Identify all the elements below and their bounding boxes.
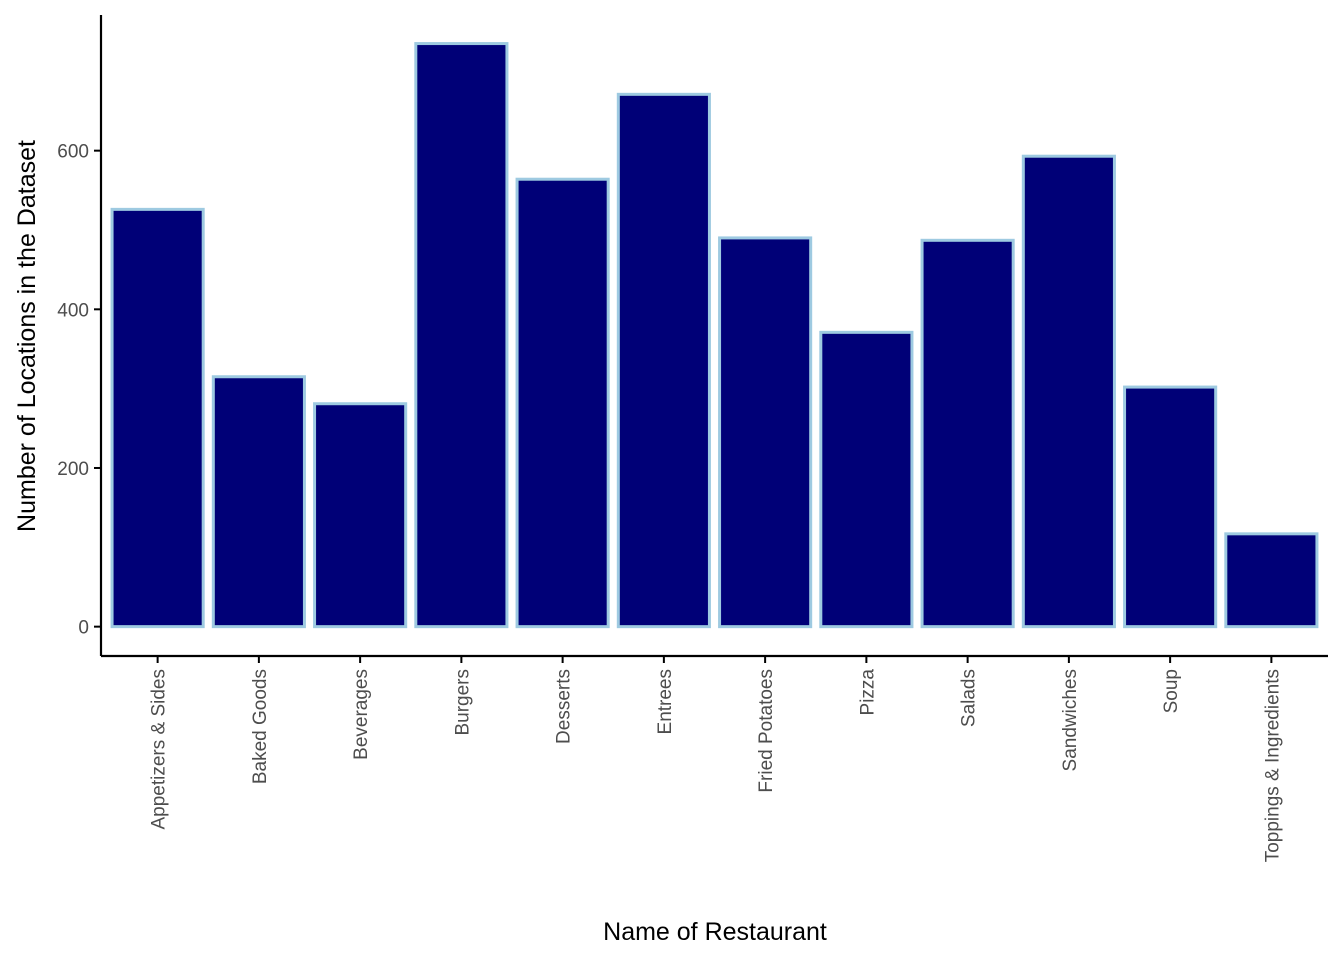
bar-burgers	[414, 42, 509, 629]
bar-pizza	[819, 330, 914, 629]
x-tick-label: Fried Potatoes	[756, 669, 777, 793]
x-tick-label: Baked Goods	[250, 669, 271, 784]
x-tick-label: Beverages	[351, 669, 372, 760]
y-axis-title: Number of Locations in the Dataset	[13, 140, 41, 532]
x-axis: Appetizers & Sides Baked Goods Beverages Bu…	[101, 654, 1328, 862]
bar-sandwiches	[1021, 154, 1116, 629]
y-tick-label: 400	[57, 300, 89, 321]
x-tick-label: Appetizers & Sides	[149, 669, 170, 830]
bar-fried-potatoes	[718, 236, 813, 629]
x-tick-label: Pizza	[857, 669, 878, 716]
bar-entrees	[616, 92, 711, 629]
bar-toppings-ingredients	[1224, 532, 1319, 629]
y-tick-label: 600	[57, 142, 89, 163]
bar-baked-goods	[211, 375, 306, 629]
x-tick-label: Sandwiches	[1060, 669, 1081, 771]
x-tick-label: Soup	[1161, 669, 1182, 713]
bars-layer	[110, 42, 1319, 629]
bar-salads	[920, 238, 1015, 629]
x-tick-label: Burgers	[452, 669, 473, 736]
bar-beverages	[313, 402, 408, 629]
x-tick-label: Salads	[959, 669, 980, 727]
bar-appetizers-sides	[110, 207, 205, 629]
bar-soup	[1123, 385, 1218, 629]
y-tick-label: 0	[78, 618, 89, 639]
bar-desserts	[515, 177, 610, 629]
x-tick-label: Entrees	[655, 669, 676, 734]
y-tick-label: 200	[57, 459, 89, 480]
y-axis: 0 200 400 600	[57, 15, 103, 656]
x-tick-label: Toppings & Ingredients	[1262, 669, 1283, 862]
x-tick-label: Desserts	[554, 669, 575, 744]
x-axis-title: Name of Restaurant	[603, 918, 827, 946]
